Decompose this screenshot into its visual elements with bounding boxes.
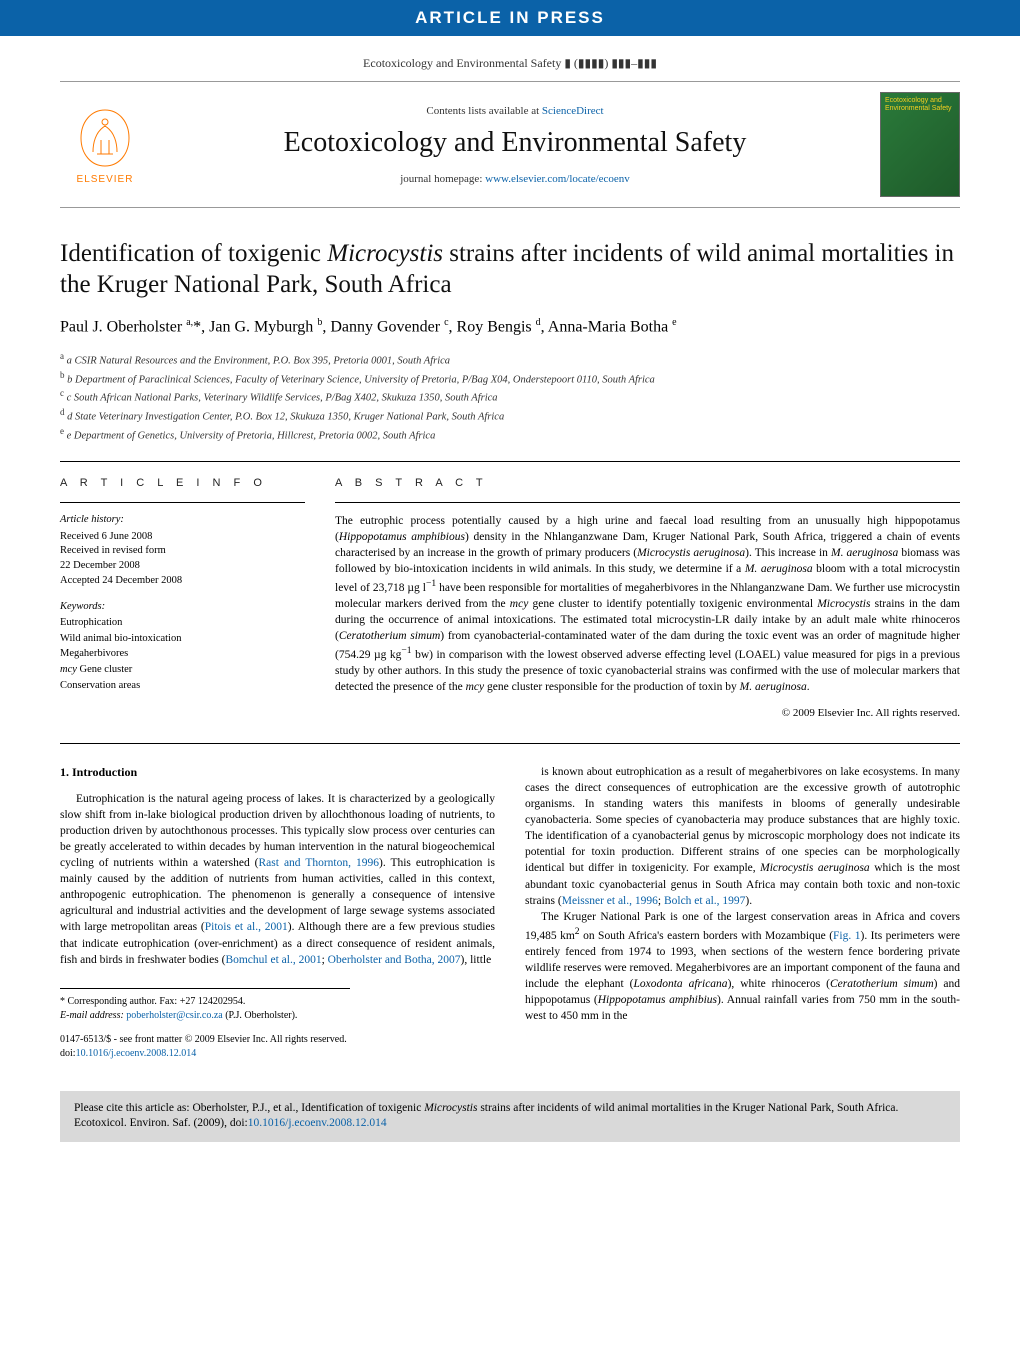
section-head-intro: 1. Introduction [60,764,495,781]
affil-b: b b Department of Paraclinical Sciences,… [60,369,960,388]
email-label: E-mail address: [60,1010,126,1021]
abstract-head: A B S T R A C T [335,476,960,491]
history-line: Accepted 24 December 2008 [60,574,305,589]
elsevier-label: ELSEVIER [77,174,134,185]
article-body: Identification of toxigenic Microcystis … [60,238,960,1061]
history-line: Received in revised form [60,544,305,559]
homepage-line: journal homepage: www.elsevier.com/locat… [170,173,860,185]
intro-para: Eutrophication is the natural ageing pro… [60,791,495,968]
history-line: 22 December 2008 [60,559,305,574]
ref-link[interactable]: Pitois et al., 2001 [205,921,288,933]
divider [60,743,960,744]
article-info-column: A R T I C L E I N F O Article history: R… [60,476,305,720]
abstract-text: The eutrophic process potentially caused… [335,513,960,696]
affiliations: a a CSIR Natural Resources and the Envir… [60,350,960,444]
ref-link[interactable]: Bolch et al., 1997 [664,895,745,907]
keyword: mcy Gene cluster [60,663,305,678]
info-abstract-row: A R T I C L E I N F O Article history: R… [60,461,960,720]
affil-d: d d State Veterinary Investigation Cente… [60,406,960,425]
intro-para: is known about eutrophication as a resul… [525,764,960,909]
article-info-head: A R T I C L E I N F O [60,476,305,491]
cover-text: Ecotoxicology and Environmental Safety [885,97,955,112]
affil-c: c c South African National Parks, Veteri… [60,387,960,406]
contents-prefix: Contents lists available at [426,105,541,117]
keyword: Megaherbivores [60,647,305,662]
contents-line: Contents lists available at ScienceDirec… [170,105,860,117]
affil-a-text: a CSIR Natural Resources and the Environ… [67,355,450,366]
affil-e-text: e Department of Genetics, University of … [67,430,436,441]
doi-line: doi:10.1016/j.ecoenv.2008.12.014 [60,1047,495,1061]
front-line1: 0147-6513/$ - see front matter © 2009 El… [60,1033,495,1047]
affil-e: e e Department of Genetics, University o… [60,425,960,444]
affil-b-text: b Department of Paraclinical Sciences, F… [67,374,655,385]
affil-d-text: d State Veterinary Investigation Center,… [67,411,504,422]
email-name: (P.J. Oberholster). [223,1010,298,1021]
keywords-label: Keywords: [60,600,305,615]
homepage-link[interactable]: www.elsevier.com/locate/ecoenv [485,173,630,185]
body-two-column: 1. Introduction Eutrophication is the na… [60,764,960,1061]
cite-doi-link[interactable]: 10.1016/j.ecoenv.2008.12.014 [248,1117,387,1129]
email-line: E-mail address: poberholster@csir.co.za … [60,1009,350,1023]
journal-cover-thumb: Ecotoxicology and Environmental Safety [880,92,960,197]
copyright-line: © 2009 Elsevier Inc. All rights reserved… [335,706,960,721]
affil-c-text: c South African National Parks, Veterina… [67,393,498,404]
ref-link[interactable]: Oberholster and Botha, 2007 [328,954,461,966]
intro-para: The Kruger National Park is one of the l… [525,909,960,1024]
header-center: Contents lists available at ScienceDirec… [150,105,880,185]
history-label: Article history: [60,513,305,528]
elsevier-logo: ELSEVIER [60,97,150,192]
article-title: Identification of toxigenic Microcystis … [60,238,960,301]
affil-a: a a CSIR Natural Resources and the Envir… [60,350,960,369]
footnotes: * Corresponding author. Fax: +27 1242029… [60,988,350,1023]
journal-title: Ecotoxicology and Environmental Safety [170,127,860,159]
cite-text: Please cite this article as: Oberholster… [74,1102,898,1130]
keyword: Eutrophication [60,616,305,631]
fig-link[interactable]: Fig. 1 [833,930,860,942]
keyword: Conservation areas [60,679,305,694]
front-matter: 0147-6513/$ - see front matter © 2009 El… [60,1033,495,1061]
homepage-prefix: journal homepage: [400,173,485,185]
cite-footer: Please cite this article as: Oberholster… [60,1091,960,1142]
ref-link[interactable]: Bomchul et al., 2001 [225,954,321,966]
sciencedirect-link[interactable]: ScienceDirect [542,105,604,117]
keyword: Wild animal bio-intoxication [60,632,305,647]
ref-link[interactable]: Meissner et al., 1996 [562,895,658,907]
keywords-block: Keywords: Eutrophication Wild animal bio… [60,600,305,693]
abstract-column: A B S T R A C T The eutrophic process po… [335,476,960,720]
email-link[interactable]: poberholster@csir.co.za [126,1010,222,1021]
ref-link[interactable]: Rast and Thornton, 1996 [259,857,379,869]
history-line: Received 6 June 2008 [60,530,305,545]
journal-header: ELSEVIER Contents lists available at Sci… [60,81,960,208]
doi-label: doi: [60,1048,76,1059]
banner-article-in-press: ARTICLE IN PRESS [0,0,1020,36]
article-history: Article history: Received 6 June 2008 Re… [60,513,305,588]
corr-author: * Corresponding author. Fax: +27 1242029… [60,995,350,1009]
author-list: Paul J. Oberholster a,*, Jan G. Myburgh … [60,317,960,336]
doi-link[interactable]: 10.1016/j.ecoenv.2008.12.014 [76,1048,197,1059]
journal-reference: Ecotoxicology and Environmental Safety ▮… [0,36,1020,81]
